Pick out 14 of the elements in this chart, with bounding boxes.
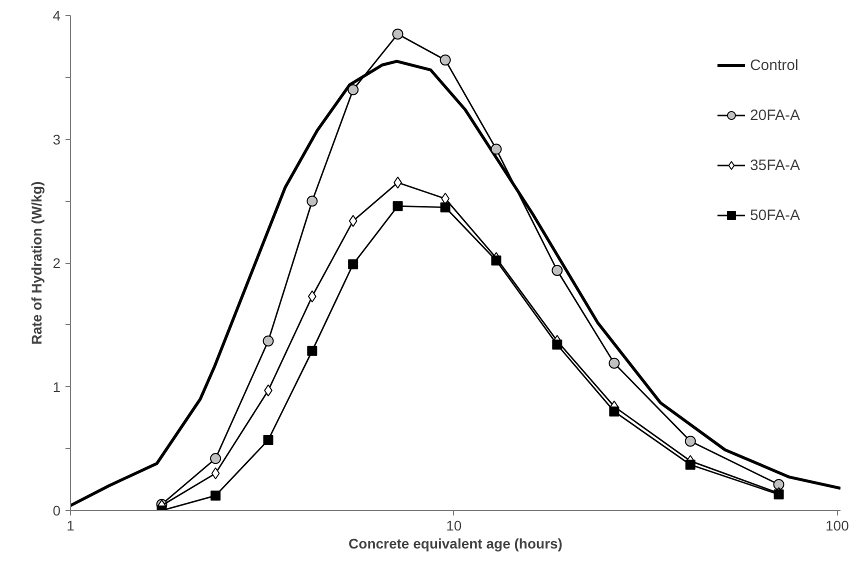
- x-tick-label: 10: [446, 518, 462, 534]
- legend-label: 35FA-A: [750, 156, 800, 174]
- y-tick-label: 3: [52, 131, 61, 148]
- x-axis-title: Concrete equivalent age (hours): [348, 536, 562, 552]
- y-tick-label: 4: [52, 8, 61, 24]
- legend-label: Control: [750, 56, 798, 74]
- y-tick-label: 1: [52, 378, 61, 395]
- x-tick-label: 1: [66, 518, 75, 534]
- y-tick-label: 2: [52, 255, 61, 271]
- x-tick-label: 100: [826, 518, 850, 534]
- legend-label: 20FA-A: [750, 106, 800, 124]
- y-axis-title: Rate of Hydration (W/kg): [28, 181, 45, 345]
- y-tick-label: 0: [52, 502, 61, 518]
- legend-label: 50FA-A: [750, 206, 800, 224]
